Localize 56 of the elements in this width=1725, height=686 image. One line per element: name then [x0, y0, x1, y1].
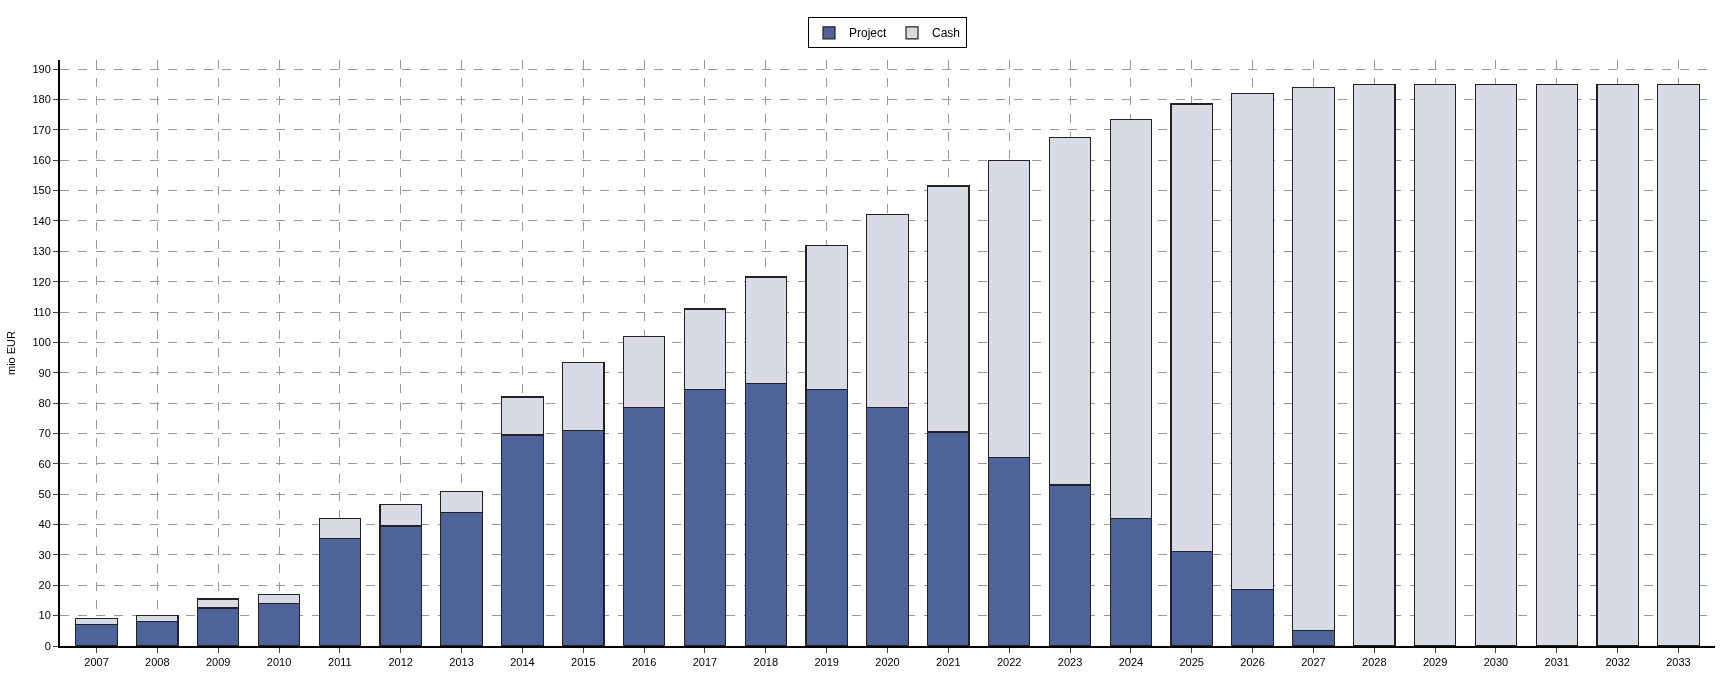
y-tick-label: 10: [38, 609, 51, 622]
x-tick-label: 2010: [266, 656, 292, 669]
y-tick-label: 60: [38, 457, 51, 470]
x-tick-label: 2009: [205, 656, 231, 669]
x-tick-label: 2022: [996, 656, 1022, 669]
y-tick-label: 170: [32, 123, 51, 136]
y-tick-label: 120: [32, 275, 51, 288]
x-tick-label: 2015: [571, 656, 596, 669]
x-tick-label: 2025: [1179, 656, 1204, 669]
bar: [1657, 83, 1700, 646]
x-tick-label: 2017: [692, 656, 718, 669]
x-tick-label: 2030: [1483, 656, 1509, 669]
y-tick-label: 140: [32, 214, 51, 227]
x-tick-label: 2033: [1666, 656, 1691, 669]
y-tick-label: 20: [38, 579, 51, 592]
y-tick-label: 70: [38, 427, 51, 440]
x-tick-label: 2020: [875, 656, 900, 669]
y-tick-label: 110: [33, 305, 51, 318]
x-tick-label: 2026: [1240, 656, 1265, 669]
y-axis-title: mio EUR: [4, 330, 17, 376]
bar: [1474, 83, 1518, 646]
y-tick-label: 160: [32, 154, 51, 167]
y-tick-label: 180: [32, 93, 51, 106]
x-tick-label: 2016: [631, 656, 657, 669]
x-tick-label: 2011: [328, 656, 352, 669]
y-tick-label: 130: [32, 245, 51, 258]
bar: [1596, 83, 1639, 646]
x-tick-label: 2014: [510, 656, 535, 669]
y-tick-label: 50: [38, 488, 51, 501]
y-tick-label: 90: [38, 366, 51, 379]
x-tick-label: 2021: [936, 656, 961, 669]
x-tick-label: 2031: [1544, 656, 1570, 669]
x-tick-label: 2013: [449, 656, 474, 669]
y-tick-label: 150: [32, 184, 51, 197]
x-tick-label: 2008: [145, 656, 170, 669]
x-tick-label: 2018: [753, 656, 779, 669]
y-tick-label: 0: [44, 639, 51, 652]
y-tick-label: 100: [32, 336, 51, 349]
bar: [1535, 83, 1579, 646]
x-tick-label: 2027: [1301, 656, 1326, 669]
bar: [1352, 83, 1396, 646]
x-tick-label: 2029: [1422, 656, 1448, 669]
y-tick-label: 190: [32, 62, 51, 75]
legend-label: Project: [849, 26, 888, 41]
x-tick-label: 2019: [814, 656, 839, 669]
y-tick-label: 30: [38, 548, 51, 561]
x-tick-label: 2012: [388, 656, 413, 669]
y-tick-label: 80: [38, 396, 51, 409]
y-tick-label: 40: [38, 518, 51, 531]
bar: [1413, 83, 1457, 646]
x-tick-label: 2024: [1118, 656, 1144, 669]
x-tick-label: 2023: [1057, 656, 1083, 669]
x-tick-label: 2028: [1362, 656, 1387, 669]
x-tick-label: 2007: [84, 656, 109, 669]
x-tick-label: 2032: [1605, 656, 1630, 669]
legend-label: Cash: [932, 26, 961, 41]
